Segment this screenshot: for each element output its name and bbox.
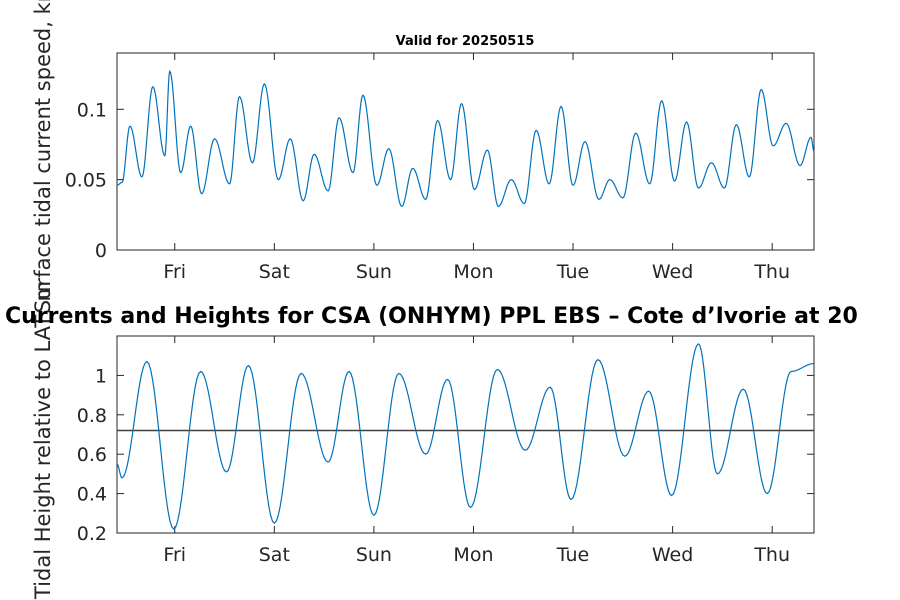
bottom-xtick-label: Fri bbox=[163, 544, 186, 566]
top-axes: Valid for 20250515 Surface tidal current… bbox=[31, 0, 815, 313]
top-series-group bbox=[116, 69, 815, 208]
figure-main-title: Currents and Heights for CSA (ONHYM) PPL… bbox=[5, 304, 858, 329]
bottom-series-group bbox=[116, 342, 815, 530]
bottom-ytick-label: 0.8 bbox=[77, 405, 107, 427]
top-ytick-label: 0.05 bbox=[65, 170, 107, 192]
top-xtick-label: Wed bbox=[652, 261, 693, 283]
bottom-ylabel: Tidal Height relative to LAT, m bbox=[31, 281, 55, 600]
top-xtick-label: Fri bbox=[163, 261, 186, 283]
bottom-tick-group: 0.2 0.4 0.6 0.8 1 Fri Sat Sun Mon Tue Wed Thu bbox=[77, 336, 814, 566]
bottom-axes: Tidal Height relative to LAT, m 0.20.40.… bbox=[31, 281, 815, 600]
bottom-ytick-label: 1 bbox=[95, 365, 107, 387]
bottom-ytick-label: 0.4 bbox=[77, 484, 107, 506]
top-xtick-label: Sun bbox=[356, 261, 392, 283]
top-xtick-label: Mon bbox=[453, 261, 493, 283]
top-ylabel: Surface tidal current speed, kn bbox=[31, 0, 55, 313]
top-xtick-label: Sat bbox=[259, 261, 290, 283]
bottom-ytick-label: 0.2 bbox=[77, 523, 107, 545]
bottom-xtick-label: Tue bbox=[556, 544, 589, 566]
bottom-xtick-label: Sun bbox=[356, 544, 392, 566]
top-xtick-label: Thu bbox=[753, 261, 790, 283]
bottom-xtick-label: Mon bbox=[453, 544, 493, 566]
top-ytick-label: 0 bbox=[95, 240, 107, 262]
top-plot-area bbox=[116, 52, 815, 251]
top-xtick-label: Tue bbox=[556, 261, 589, 283]
bottom-plot-area bbox=[116, 335, 815, 534]
top-chart-title: Valid for 20250515 bbox=[396, 34, 535, 49]
bottom-series-line bbox=[116, 342, 815, 530]
bottom-xtick-label: Thu bbox=[753, 544, 790, 566]
bottom-xtick-label: Sat bbox=[259, 544, 290, 566]
bottom-ytick-label: 0.6 bbox=[77, 444, 107, 466]
top-ytick-label: 0.1 bbox=[77, 99, 107, 121]
bottom-xtick-label: Wed bbox=[652, 544, 693, 566]
top-tick-group: 0 0.05 0.1 Fri Sat Sun Mon Tue Wed Thu bbox=[65, 53, 814, 283]
top-series-line bbox=[116, 69, 815, 208]
